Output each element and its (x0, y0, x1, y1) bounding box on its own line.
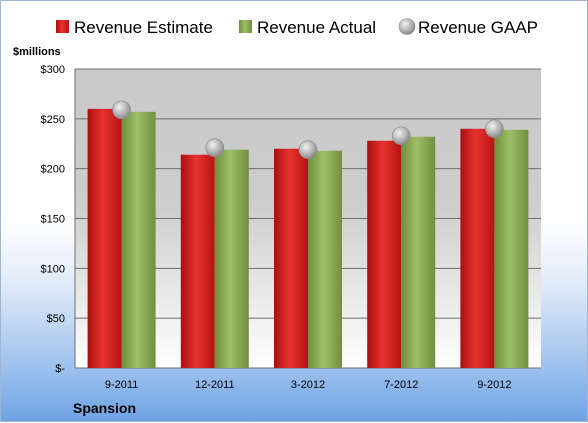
y-tick-label: $50 (47, 313, 65, 325)
marker-revenue-gaap (205, 138, 225, 158)
bar-revenue-actual (308, 150, 342, 368)
marker-revenue-gaap (391, 126, 411, 146)
marker-revenue-gaap (485, 119, 504, 139)
legend-label: Revenue GAAP (418, 18, 538, 37)
legend-marker (398, 18, 416, 35)
bar-revenue-estimate (460, 128, 495, 368)
bar-revenue-estimate (87, 108, 122, 368)
y-tick-label: $200 (41, 164, 65, 176)
bar-revenue-estimate (274, 148, 308, 368)
legend-label: Revenue Actual (257, 18, 376, 37)
y-tick-label: $250 (41, 114, 65, 126)
y-axis: $- $50 $100 $150 $200 $250 $300 (41, 64, 76, 375)
x-tick-label: 12-2011 (195, 379, 235, 391)
x-tick-label: 9-2012 (477, 379, 511, 391)
bar-revenue-estimate (367, 140, 402, 368)
company-label: Spansion (73, 400, 136, 416)
y-tick-label: $- (55, 363, 65, 375)
x-tick-label: 3-2012 (291, 379, 325, 391)
bar-revenue-actual (121, 111, 156, 369)
x-axis: 9-2011 12-2011 3-2012 7-2012 9-2012 (105, 379, 512, 391)
legend-swatch (239, 20, 252, 33)
y-tick-label: $150 (41, 214, 65, 226)
legend-swatch (56, 20, 69, 33)
unit-label: $millions (13, 46, 61, 58)
bar-revenue-actual (494, 129, 529, 368)
bar-revenue-actual (214, 149, 249, 368)
marker-revenue-gaap (112, 100, 131, 120)
marker-revenue-gaap (298, 140, 318, 160)
x-tick-label: 9-2011 (105, 379, 138, 391)
bars (87, 108, 529, 369)
y-tick-label: $300 (41, 64, 65, 76)
bar-revenue-actual (401, 136, 436, 368)
gaap-markers (112, 100, 504, 160)
y-tick-label: $100 (41, 263, 65, 275)
legend: Revenue Estimate Revenue Actual Revenue GA… (56, 18, 538, 37)
bar-revenue-estimate (180, 154, 215, 368)
x-tick-label: 7-2012 (384, 379, 418, 391)
legend-label: Revenue Estimate (74, 18, 213, 37)
